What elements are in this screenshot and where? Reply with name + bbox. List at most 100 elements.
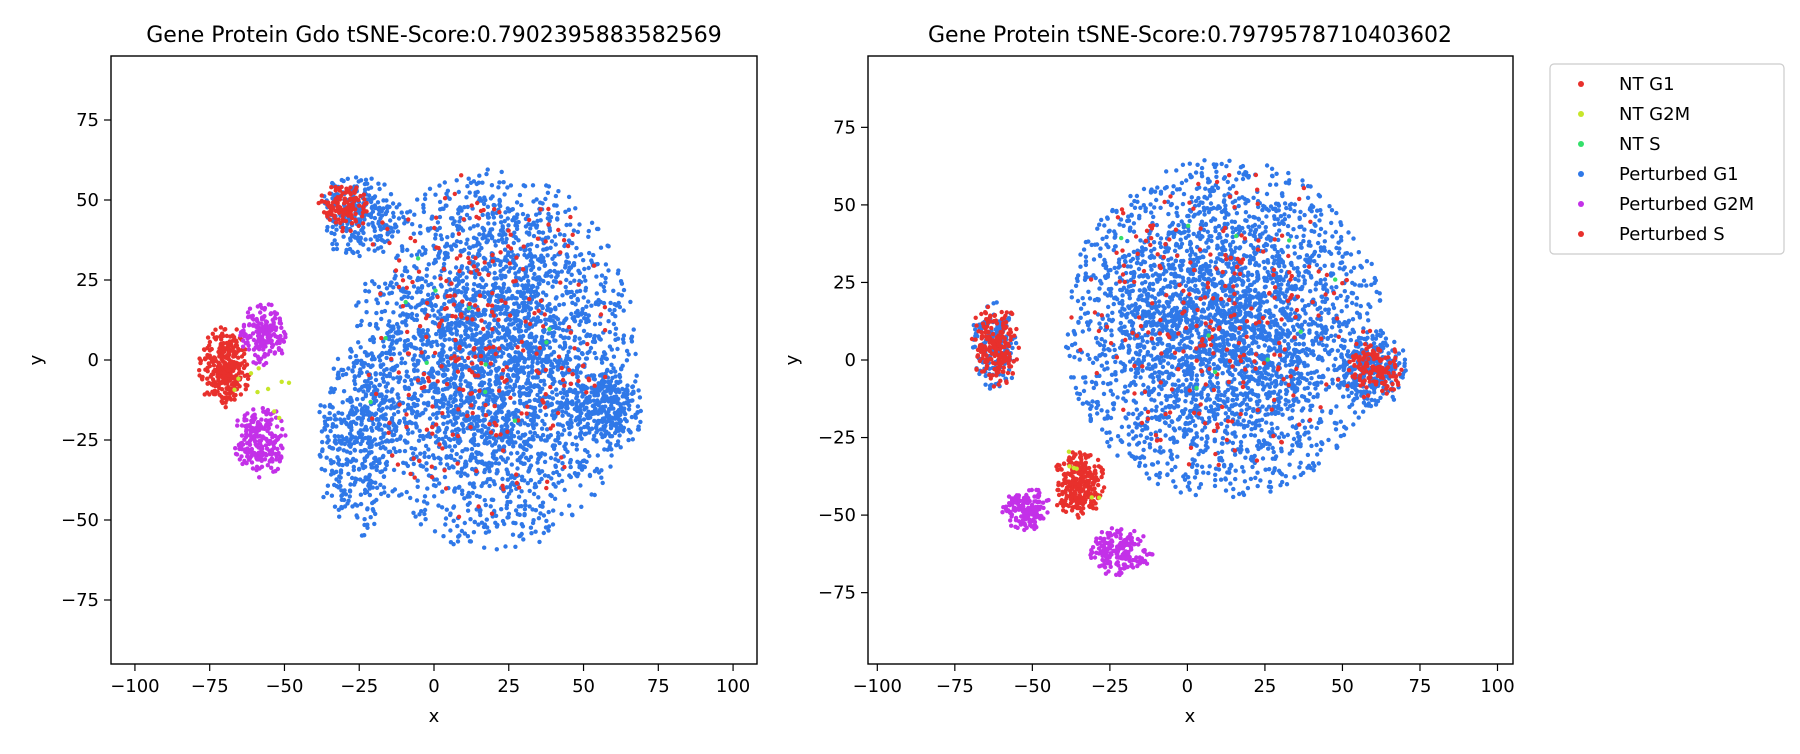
data-point	[538, 218, 543, 223]
data-point	[471, 365, 476, 371]
data-point	[541, 290, 546, 295]
data-point	[600, 385, 605, 390]
data-point	[233, 344, 238, 349]
data-point	[455, 369, 461, 374]
data-point	[457, 319, 463, 324]
data-point	[377, 460, 382, 465]
data-point	[480, 180, 485, 185]
data-point	[592, 350, 597, 356]
data-point	[592, 377, 597, 382]
data-point	[509, 462, 514, 467]
data-point	[393, 273, 398, 279]
data-point	[562, 487, 567, 493]
data-point	[440, 352, 445, 358]
data-point	[521, 296, 526, 301]
data-point	[520, 333, 526, 339]
data-point	[409, 381, 415, 387]
data-point	[418, 380, 423, 386]
data-point	[568, 381, 574, 386]
data-point	[342, 196, 348, 201]
data-point	[339, 488, 344, 493]
data-point	[599, 357, 604, 362]
data-point	[241, 324, 247, 329]
data-point	[448, 293, 453, 299]
data-point	[478, 512, 483, 518]
data-point	[444, 507, 449, 512]
data-point	[223, 327, 228, 332]
data-point	[535, 433, 540, 439]
data-point	[617, 304, 623, 310]
data-point	[212, 367, 217, 373]
data-point	[352, 374, 357, 379]
data-point	[476, 366, 481, 371]
data-point	[339, 434, 344, 439]
data-point	[394, 205, 399, 210]
data-point	[472, 425, 477, 430]
data-point	[549, 401, 554, 406]
data-point	[509, 427, 515, 432]
data-point	[499, 372, 504, 377]
data-point	[332, 482, 337, 488]
data-point	[594, 422, 599, 427]
data-point	[398, 288, 404, 293]
data-point	[348, 228, 353, 233]
data-point	[409, 253, 414, 258]
data-point	[527, 504, 532, 509]
data-point	[339, 411, 345, 416]
data-point	[372, 228, 377, 234]
data-point	[359, 358, 364, 363]
data-point	[425, 375, 431, 381]
data-point	[522, 184, 528, 189]
data-point	[467, 539, 473, 544]
data-point	[353, 353, 359, 359]
data-point	[507, 313, 513, 318]
data-point	[532, 271, 537, 277]
series-perturbed-g1	[570, 363, 643, 452]
data-point	[442, 337, 447, 343]
data-point	[584, 459, 589, 464]
data-point	[602, 428, 607, 433]
data-point	[481, 290, 487, 295]
data-point	[434, 415, 439, 421]
data-point	[510, 387, 516, 393]
data-point	[516, 367, 521, 373]
data-point	[526, 217, 532, 223]
data-point	[348, 395, 353, 400]
data-point	[551, 365, 556, 370]
data-point	[635, 404, 641, 409]
data-point	[445, 406, 450, 411]
data-point	[482, 467, 488, 473]
data-point	[613, 326, 619, 331]
data-point	[266, 302, 271, 307]
data-point	[391, 214, 396, 219]
data-point	[515, 458, 520, 463]
data-point	[366, 483, 371, 488]
data-point	[478, 353, 484, 359]
data-point	[430, 320, 436, 325]
data-point	[529, 364, 535, 369]
data-point	[483, 234, 488, 239]
data-point	[335, 372, 341, 377]
data-point	[470, 332, 475, 337]
data-point	[352, 386, 358, 392]
data-point	[487, 381, 492, 387]
data-point	[441, 379, 447, 384]
data-point	[459, 470, 464, 475]
data-point	[507, 330, 512, 335]
data-point	[503, 332, 508, 338]
data-point	[627, 403, 632, 408]
data-point	[419, 338, 424, 343]
data-point	[458, 375, 464, 380]
data-point	[545, 273, 550, 278]
data-point	[564, 316, 569, 321]
data-point	[205, 345, 210, 351]
data-point	[460, 488, 465, 493]
data-point	[534, 305, 539, 310]
data-point	[455, 523, 460, 529]
data-point	[471, 481, 476, 486]
data-point	[569, 311, 574, 317]
data-point	[531, 425, 536, 431]
data-point	[418, 289, 423, 295]
data-point	[519, 202, 524, 208]
data-point	[542, 312, 547, 317]
